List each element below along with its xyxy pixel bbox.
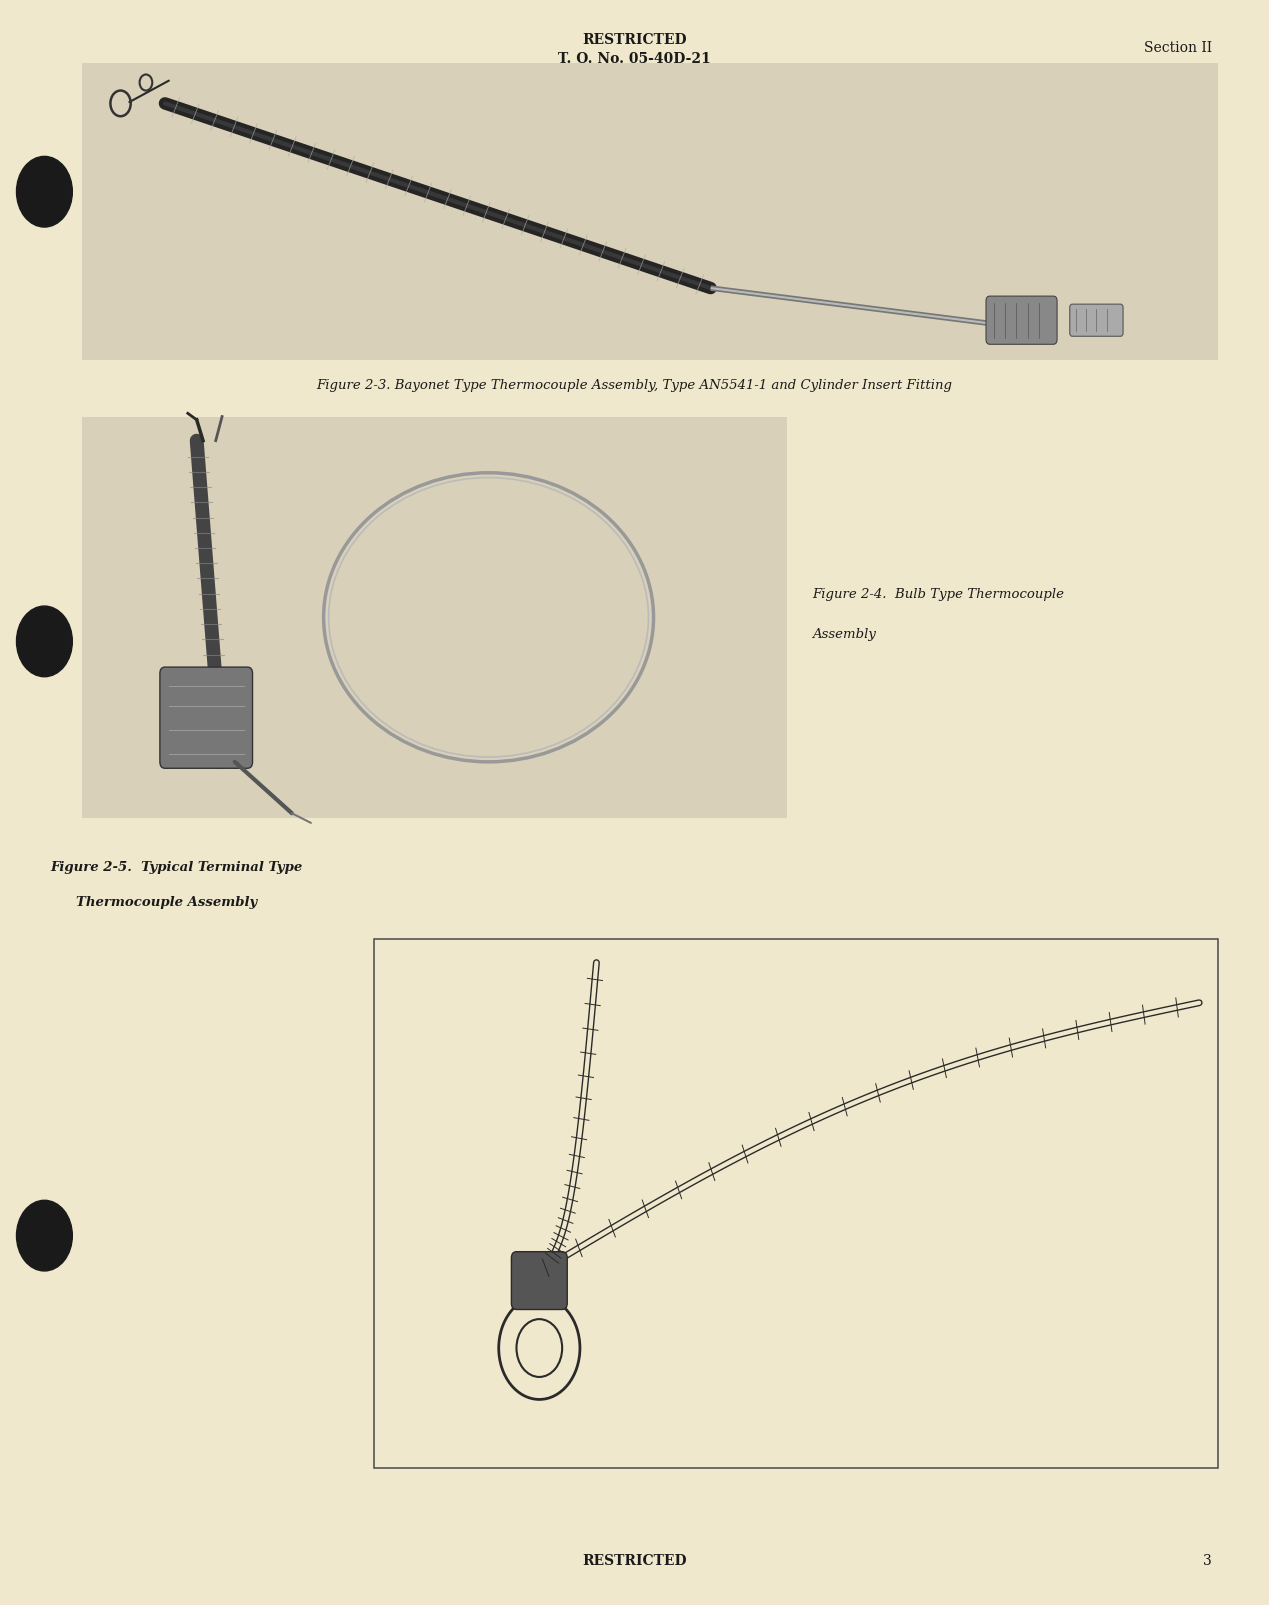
Bar: [374, 939, 1218, 1469]
Bar: [82, 64, 1218, 361]
FancyBboxPatch shape: [986, 297, 1057, 345]
FancyBboxPatch shape: [160, 668, 253, 769]
Text: 3: 3: [1203, 1554, 1212, 1566]
Text: Figure 2-5.  Typical Terminal Type: Figure 2-5. Typical Terminal Type: [51, 860, 303, 873]
Text: RESTRICTED: RESTRICTED: [582, 1554, 687, 1566]
Text: Figure 2-4.  Bulb Type Thermocouple: Figure 2-4. Bulb Type Thermocouple: [812, 587, 1065, 600]
Text: RESTRICTED: RESTRICTED: [582, 34, 687, 47]
Circle shape: [16, 607, 72, 677]
Text: T. O. No. 05-40D-21: T. O. No. 05-40D-21: [558, 53, 711, 66]
Text: Figure 2-3. Bayonet Type Thermocouple Assembly, Type AN5541-1 and Cylinder Inser: Figure 2-3. Bayonet Type Thermocouple As…: [316, 379, 953, 392]
FancyBboxPatch shape: [1070, 305, 1123, 337]
FancyBboxPatch shape: [511, 1252, 567, 1310]
Bar: [82, 417, 787, 819]
Circle shape: [16, 1201, 72, 1271]
Text: Thermocouple Assembly: Thermocouple Assembly: [76, 896, 258, 908]
Text: Section II: Section II: [1143, 42, 1212, 55]
Text: Assembly: Assembly: [812, 628, 876, 640]
Circle shape: [16, 157, 72, 228]
